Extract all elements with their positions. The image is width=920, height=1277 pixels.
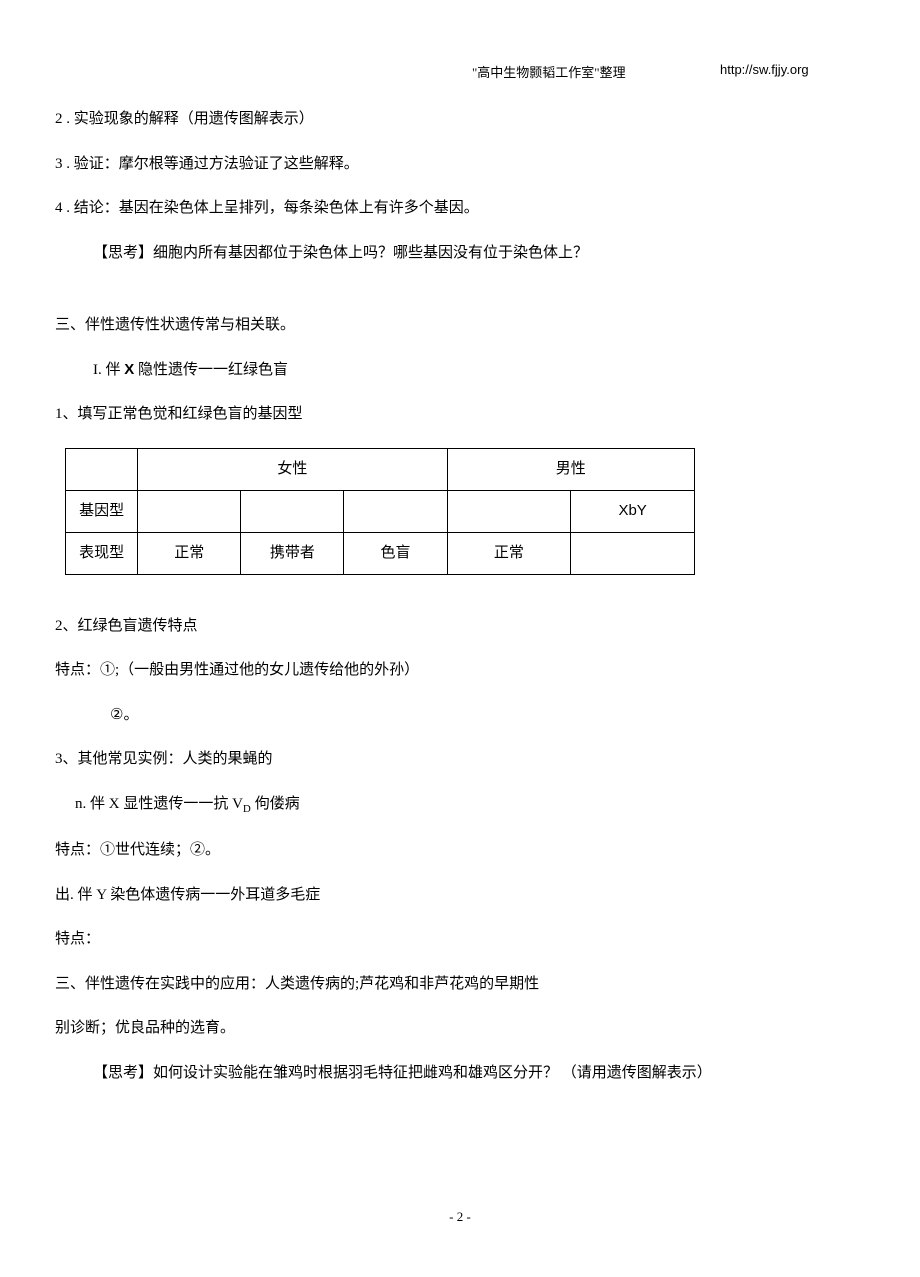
line-i-recessive: I. 伴 X 隐性遗传一一红绿色盲 <box>55 359 865 382</box>
line-trait-1: 特点：①;（一般由男性通过他的女儿遗传给他的外孙） <box>55 659 865 682</box>
cell-carrier: 携带者 <box>241 532 344 574</box>
cell-normal-f: 正常 <box>138 532 241 574</box>
text-post: 佝偻病 <box>251 796 300 812</box>
document-body: 2 . 实验现象的解释（用遗传图解表示） 3 . 验证：摩尔根等通过方法验证了这… <box>55 108 865 1106</box>
cell-xby: XbY <box>571 490 695 532</box>
line-trait-2: ②。 <box>55 704 865 727</box>
header-male: 男性 <box>447 448 695 490</box>
genotype-table: 女性 男性 基因型 XbY 表现型 正常 携带者 色盲 正常 <box>65 448 695 575</box>
line-4-conclusion: 4 . 结论：基因在染色体上呈排列，每条染色体上有许多个基因。 <box>55 197 865 220</box>
cell-blank <box>447 490 571 532</box>
line-y-linked: 出. 伴 Y 染色体遗传病一一外耳道多毛症 <box>55 884 865 907</box>
row-label-phenotype: 表现型 <box>66 532 138 574</box>
cell-normal-m: 正常 <box>447 532 571 574</box>
line-diagnosis: 别诊断；优良品种的选育。 <box>55 1017 865 1040</box>
text-pre: I. 伴 <box>93 362 124 378</box>
line-think-2: 【思考】如何设计实验能在雏鸡时根据羽毛特征把雌鸡和雄鸡区分开？ （请用遗传图解表… <box>55 1062 865 1085</box>
cell-blank <box>138 490 241 532</box>
cell-colorblind: 色盲 <box>344 532 447 574</box>
text-pre: n. 伴 X 显性遗传一一抗 V <box>75 796 243 812</box>
cell-blank <box>241 490 344 532</box>
page-number: - 2 - <box>0 1209 920 1225</box>
sub-d: D <box>243 803 251 815</box>
cell-blank <box>344 490 447 532</box>
section-3-heading: 三、伴性遗传性状遗传常与相关联。 <box>55 314 865 337</box>
x-symbol: X <box>124 361 134 378</box>
line-trait-continuous: 特点：①世代连续；②。 <box>55 839 865 862</box>
line-1-fillin: 1、填写正常色觉和红绿色盲的基因型 <box>55 403 865 426</box>
line-n-dominant: n. 伴 X 显性遗传一一抗 VD 佝偻病 <box>55 793 865 818</box>
line-2-traits: 2、红绿色盲遗传特点 <box>55 615 865 638</box>
line-application: 三、伴性遗传在实践中的应用：人类遗传病的;芦花鸡和非芦花鸡的早期性 <box>55 973 865 996</box>
table-row: 基因型 XbY <box>66 490 695 532</box>
line-3-examples: 3、其他常见实例：人类的果蝇的 <box>55 748 865 771</box>
header-female: 女性 <box>138 448 447 490</box>
table-row: 表现型 正常 携带者 色盲 正常 <box>66 532 695 574</box>
line-think-1: 【思考】细胞内所有基因都位于染色体上吗？哪些基因没有位于染色体上？ <box>55 242 865 265</box>
line-2-explain: 2 . 实验现象的解释（用遗传图解表示） <box>55 108 865 131</box>
table-header-row: 女性 男性 <box>66 448 695 490</box>
header-url: http://sw.fjjy.org <box>720 62 809 77</box>
header-blank <box>66 448 138 490</box>
line-3-verify: 3 . 验证：摩尔根等通过方法验证了这些解释。 <box>55 153 865 176</box>
row-label-genotype: 基因型 <box>66 490 138 532</box>
header-credit: "高中生物颢韬工作室"整理 <box>472 62 626 81</box>
cell-blank <box>571 532 695 574</box>
text-post: 隐性遗传一一红绿色盲 <box>134 362 288 378</box>
line-trait-empty: 特点： <box>55 928 865 951</box>
